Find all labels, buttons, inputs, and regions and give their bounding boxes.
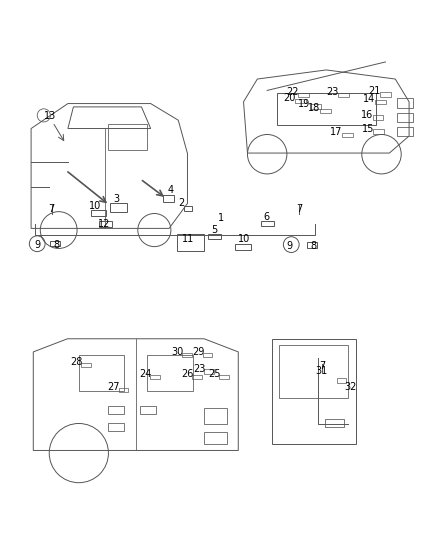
Bar — [397, 113, 413, 122]
Bar — [109, 406, 124, 414]
Bar — [110, 203, 127, 212]
Bar — [147, 354, 193, 391]
Text: 1: 1 — [218, 213, 224, 222]
Bar — [325, 419, 343, 427]
Bar — [99, 221, 112, 227]
Bar — [204, 369, 214, 374]
Bar — [310, 104, 321, 109]
Bar — [219, 375, 229, 379]
Bar — [163, 195, 174, 202]
Bar — [81, 363, 91, 367]
Text: 5: 5 — [212, 225, 218, 235]
Text: 7: 7 — [319, 361, 325, 372]
Bar — [208, 234, 221, 239]
Text: 26: 26 — [181, 369, 194, 379]
Bar — [184, 206, 192, 211]
Text: 13: 13 — [44, 111, 57, 122]
Bar — [192, 375, 202, 379]
Bar — [177, 233, 204, 251]
Bar — [203, 353, 212, 357]
Text: 10: 10 — [89, 201, 102, 211]
Bar — [397, 99, 413, 108]
Text: 17: 17 — [330, 127, 343, 137]
Bar — [79, 354, 124, 391]
Text: 9: 9 — [34, 240, 40, 250]
Text: 15: 15 — [362, 124, 374, 134]
Text: 27: 27 — [108, 382, 120, 392]
Text: 7: 7 — [49, 204, 55, 214]
Text: 19: 19 — [298, 99, 311, 109]
Bar — [204, 408, 227, 424]
Text: 23: 23 — [193, 364, 205, 374]
Bar — [380, 92, 391, 96]
Bar — [109, 423, 124, 431]
Bar — [182, 353, 192, 357]
Text: 6: 6 — [263, 212, 269, 222]
Bar — [342, 133, 353, 138]
Text: 25: 25 — [208, 369, 221, 379]
Text: 21: 21 — [368, 86, 381, 96]
Text: 3: 3 — [113, 193, 119, 204]
Bar — [337, 378, 346, 383]
Bar — [320, 109, 331, 113]
Text: 7: 7 — [296, 204, 302, 214]
Bar — [298, 93, 309, 97]
Bar — [279, 345, 348, 398]
Bar — [140, 406, 156, 414]
Bar — [374, 100, 385, 104]
Bar — [372, 115, 384, 120]
Text: 29: 29 — [192, 347, 204, 357]
Text: 30: 30 — [171, 347, 184, 357]
Text: 10: 10 — [238, 234, 251, 244]
Text: 11: 11 — [182, 234, 194, 244]
Text: 28: 28 — [71, 357, 83, 367]
Text: 9: 9 — [286, 241, 292, 251]
Text: 31: 31 — [316, 366, 328, 376]
Text: 20: 20 — [283, 93, 295, 103]
Text: 14: 14 — [363, 94, 375, 104]
Bar — [295, 99, 306, 103]
Text: 18: 18 — [308, 103, 321, 113]
Bar — [307, 243, 317, 248]
Text: 8: 8 — [310, 241, 316, 252]
Bar — [204, 432, 227, 444]
Text: 4: 4 — [168, 185, 174, 195]
Bar — [91, 210, 106, 216]
Bar — [373, 130, 385, 134]
Bar — [397, 127, 413, 136]
Bar — [50, 241, 60, 246]
Text: 32: 32 — [344, 382, 357, 392]
Text: 2: 2 — [179, 198, 185, 208]
Bar — [150, 375, 160, 379]
Text: 22: 22 — [286, 87, 299, 97]
Bar — [236, 244, 251, 250]
Bar — [338, 93, 350, 97]
Text: 23: 23 — [327, 87, 339, 97]
Bar — [119, 388, 128, 392]
Bar — [272, 339, 356, 444]
Text: 24: 24 — [139, 369, 152, 379]
Bar — [277, 93, 376, 125]
Text: 16: 16 — [361, 110, 373, 119]
Bar — [261, 221, 274, 226]
Text: 8: 8 — [53, 240, 59, 249]
Text: 12: 12 — [98, 219, 110, 229]
